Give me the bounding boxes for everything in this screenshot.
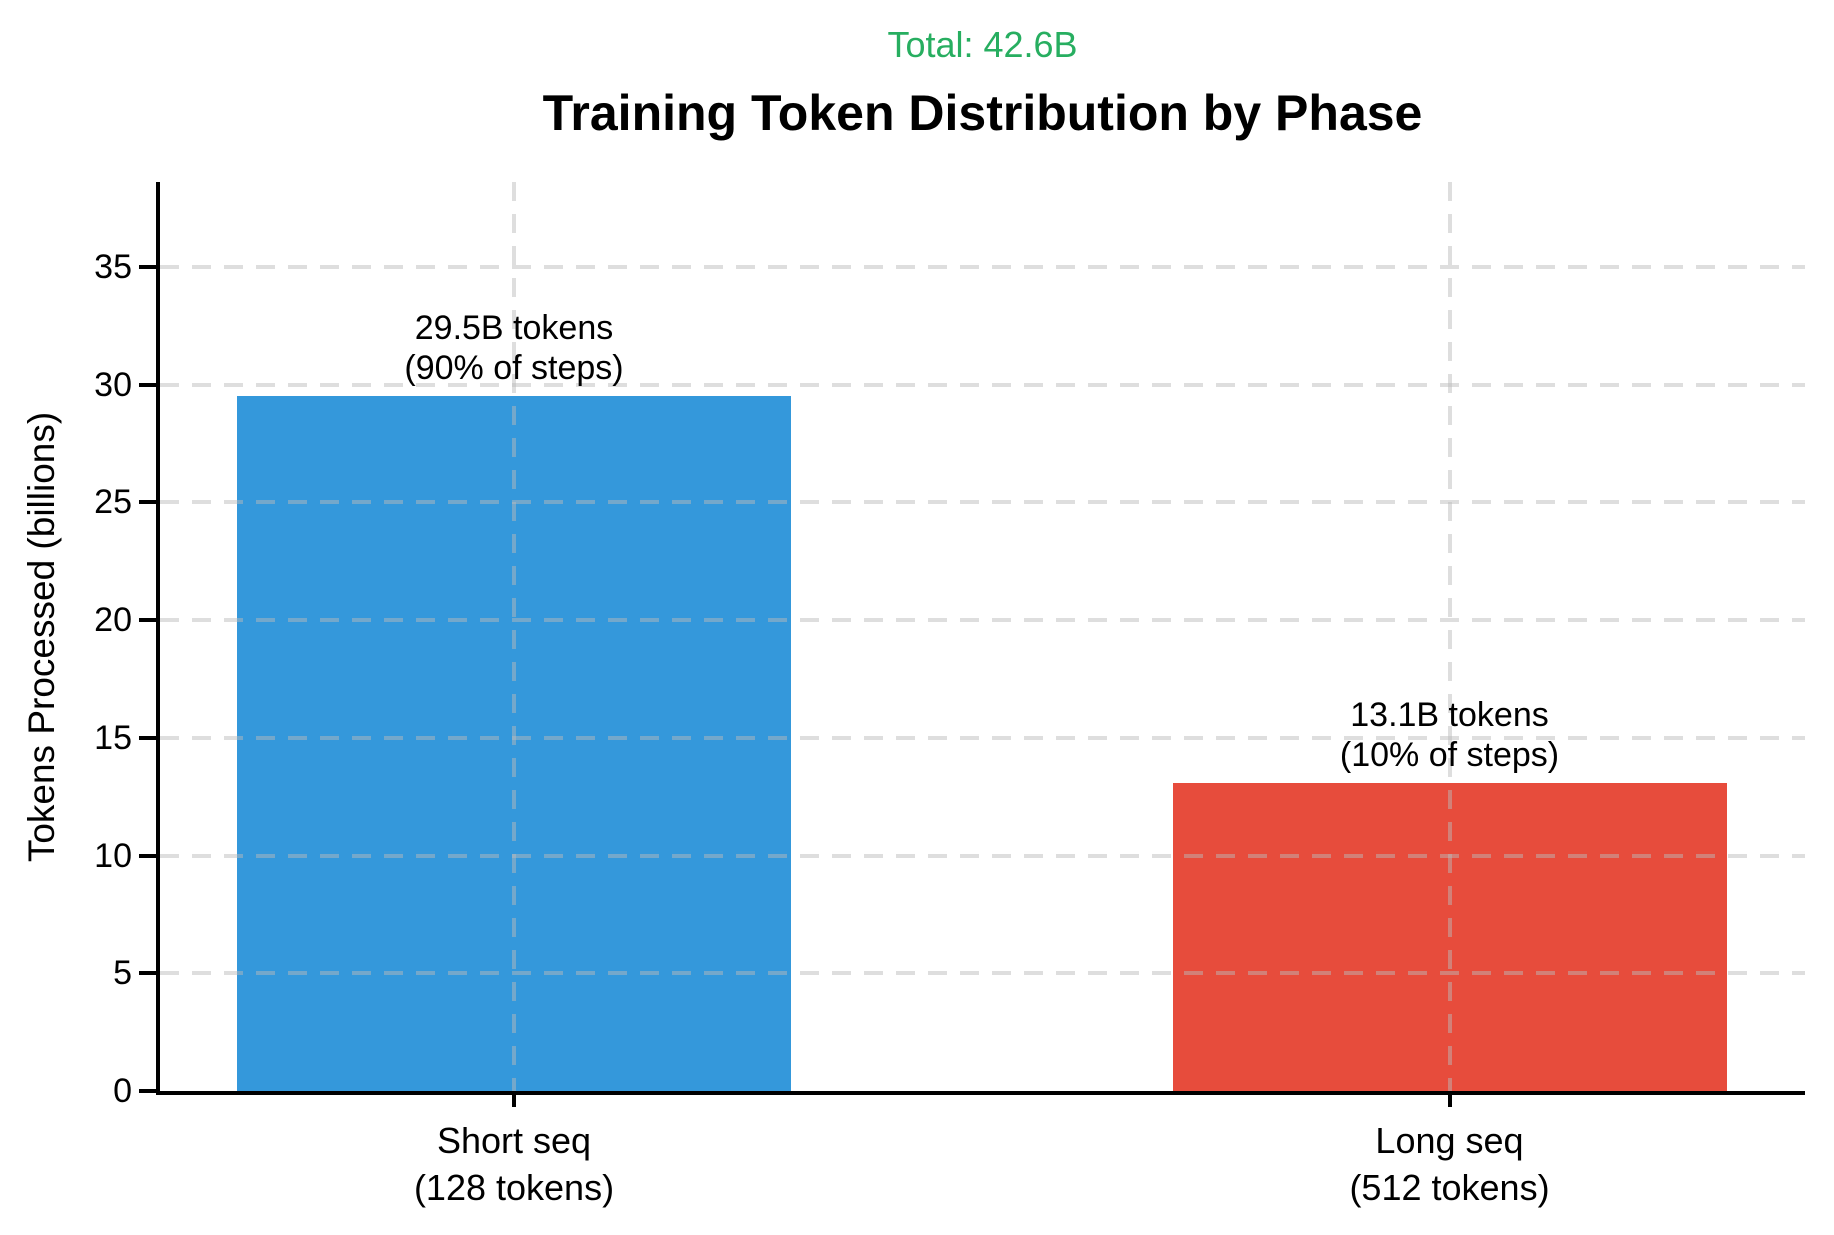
y-tick	[139, 971, 156, 976]
bar-annotation-line: (90% of steps)	[404, 349, 624, 388]
h-gridline	[160, 382, 1805, 387]
x-tick-label-line: (128 tokens)	[413, 1167, 615, 1208]
y-tick-label: 20	[94, 601, 132, 639]
y-tick	[139, 735, 156, 740]
bar-annotation: 13.1B tokens (10% of steps)	[1340, 695, 1559, 775]
x-tick	[1447, 1091, 1452, 1107]
x-axis-spine	[156, 1091, 1805, 1095]
y-tick-label: 10	[94, 836, 132, 875]
y-tick-label: 35	[94, 247, 132, 286]
h-gridline	[160, 735, 1805, 740]
x-tick-label-line: (512 tokens)	[1349, 1167, 1550, 1208]
v-gridline	[1447, 182, 1452, 1091]
y-tick	[139, 382, 156, 387]
x-tick-label: Long seq (512 tokens)	[1349, 1117, 1549, 1211]
x-tick	[512, 1091, 516, 1107]
bar-annotation-line: 13.1B tokens	[1350, 695, 1549, 734]
bar-long-seq	[1172, 782, 1727, 1091]
total-annotation: Total: 42.6B	[887, 24, 1078, 65]
y-tick-label: 15	[94, 718, 132, 757]
v-gridline	[512, 182, 516, 1091]
bar-short-seq	[237, 396, 791, 1091]
h-gridline	[160, 971, 1805, 976]
bar-annotation: 29.5B tokens (90% of steps)	[404, 308, 623, 388]
plot-area: 29.5B tokens (90% of steps) Short seq (128 …	[94, 182, 1805, 1208]
y-axis-spine	[156, 182, 160, 1095]
h-gridline	[160, 618, 1805, 622]
x-tick-label: Short seq (128 tokens)	[414, 1117, 614, 1211]
y-tick-label: 5	[113, 954, 132, 993]
y-tick	[139, 1089, 156, 1093]
y-tick	[139, 618, 156, 622]
h-gridline	[160, 853, 1805, 858]
h-gridline	[160, 500, 1805, 505]
bar-annotation-line: 29.5B tokens	[414, 309, 614, 348]
y-tick-label: 25	[94, 483, 132, 522]
y-tick	[139, 853, 156, 858]
h-gridline	[160, 264, 1805, 269]
y-tick-label: 30	[94, 365, 132, 404]
x-tick-label-line: Short seq	[436, 1120, 592, 1161]
y-tick	[139, 500, 156, 505]
y-tick-label: 0	[113, 1072, 132, 1110]
x-tick-label-line: Long seq	[1375, 1120, 1524, 1161]
chart-title: Training Token Distribution by Phase	[542, 85, 1423, 141]
y-tick	[139, 264, 156, 269]
bar-annotation-line: (10% of steps)	[1339, 735, 1560, 774]
